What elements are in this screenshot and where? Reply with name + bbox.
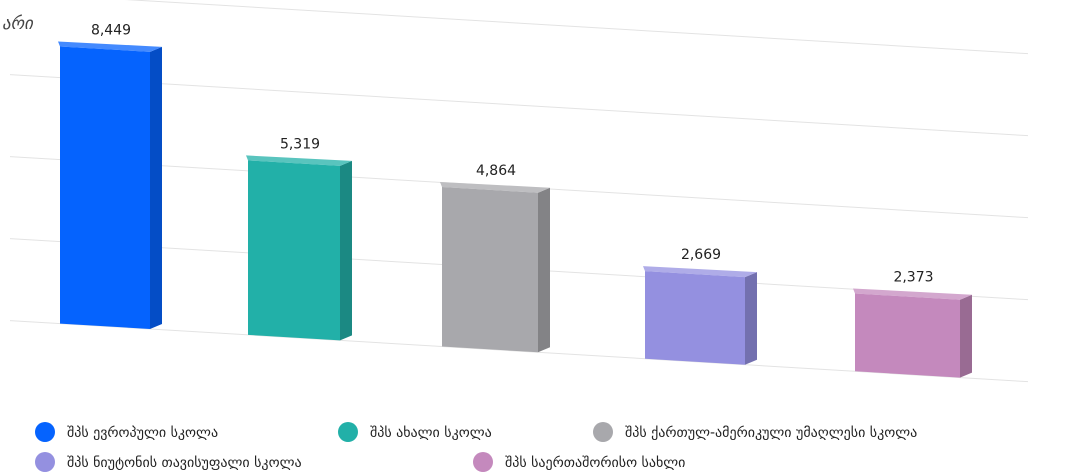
bar bbox=[440, 181, 550, 353]
legend-marker bbox=[35, 422, 55, 442]
value-label: 5,319 bbox=[280, 136, 320, 152]
bar-front bbox=[855, 293, 960, 378]
legend-marker bbox=[473, 452, 493, 472]
grid-line bbox=[124, 0, 1029, 55]
bar bbox=[58, 41, 162, 329]
legend-label: შპს ქართულ-ამერიკული უმაღლესი სკოლა bbox=[625, 424, 917, 441]
legend-label: შპს ევროპული სკოლა bbox=[67, 424, 218, 441]
value-label: 2,373 bbox=[893, 269, 933, 285]
bar-front bbox=[645, 271, 745, 365]
grid-line bbox=[9, 320, 1029, 383]
grid-line bbox=[9, 74, 1029, 137]
legend-label: შპს ნიუტონის თავისუფალი სკოლა bbox=[67, 455, 302, 471]
legend-marker bbox=[593, 422, 613, 442]
legend-label: შპს საერთაშორისო სახლი bbox=[505, 454, 685, 471]
bar-side bbox=[340, 160, 352, 341]
legend-label: შპს ახალი სკოლა bbox=[370, 425, 492, 441]
value-label: 2,669 bbox=[681, 247, 721, 263]
legend-marker bbox=[35, 452, 55, 472]
bar-top bbox=[643, 266, 757, 278]
bar bbox=[643, 266, 757, 365]
bar-front bbox=[248, 160, 340, 341]
value-label: 4,864 bbox=[476, 163, 516, 179]
bar-top bbox=[58, 41, 162, 52]
bar bbox=[246, 155, 352, 341]
bar-front bbox=[442, 186, 538, 353]
chart-title: არი bbox=[2, 14, 34, 34]
value-label: 8,449 bbox=[91, 22, 131, 38]
bar-top bbox=[440, 181, 550, 193]
bar-top bbox=[853, 288, 972, 300]
bar-side bbox=[960, 294, 972, 378]
bar-front bbox=[60, 46, 150, 329]
legend-marker bbox=[338, 422, 358, 442]
bar bbox=[853, 288, 972, 378]
bar-top bbox=[246, 155, 352, 166]
bar-side bbox=[538, 187, 550, 353]
bar-side bbox=[150, 46, 162, 329]
bar-side bbox=[745, 272, 757, 365]
